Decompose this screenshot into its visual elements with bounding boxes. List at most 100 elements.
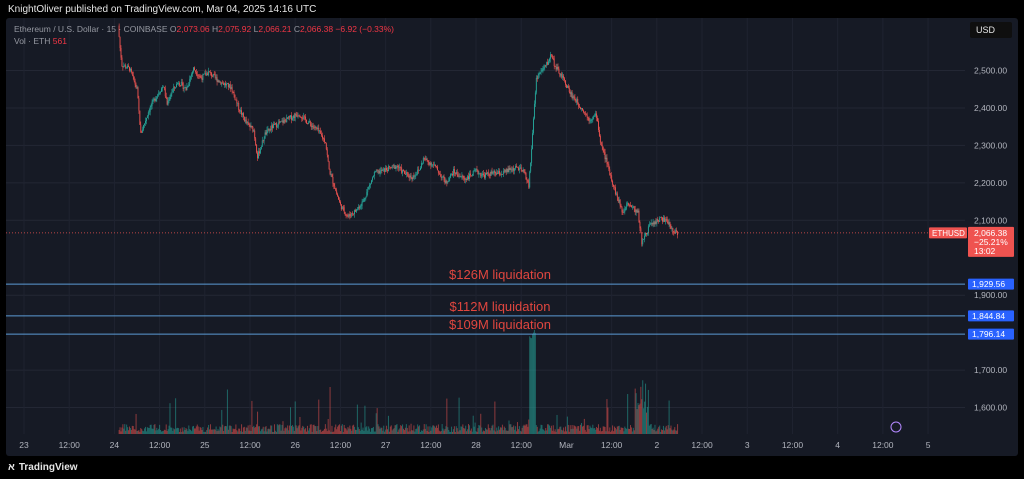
candle-body — [442, 176, 444, 177]
volume-bar — [419, 425, 421, 434]
candle-body — [564, 78, 566, 81]
volume-bar — [159, 424, 161, 434]
volume-bar — [437, 424, 439, 434]
candle-body — [623, 211, 625, 213]
volume-bar — [468, 425, 470, 434]
candle-body — [643, 239, 645, 240]
x-tick-label: 28 — [471, 440, 481, 450]
candle-body — [470, 175, 472, 177]
volume-bar — [287, 425, 289, 434]
volume-bar — [448, 429, 450, 434]
volume-bar — [461, 426, 463, 434]
y-tick-label: 2,400.00 — [974, 103, 1007, 113]
volume-bar — [536, 426, 538, 434]
candle-body — [166, 97, 168, 105]
candle-body — [491, 171, 493, 174]
candle-body — [519, 167, 521, 169]
currency-button[interactable]: USD — [970, 22, 1012, 38]
volume-bar — [365, 427, 367, 434]
candle-body — [195, 71, 197, 75]
candle-body — [579, 106, 581, 108]
volume-bar — [596, 426, 598, 434]
candle-body — [563, 75, 565, 79]
candle-body — [555, 66, 557, 70]
candle-body — [536, 77, 538, 79]
volume-bar — [279, 424, 281, 434]
candle-body — [336, 190, 338, 194]
volume-bar — [353, 424, 355, 434]
candle-body — [533, 118, 534, 134]
volume-bar — [378, 426, 380, 434]
volume-bar — [340, 425, 342, 434]
candle-body — [329, 169, 331, 175]
candle-body — [593, 115, 595, 117]
candle-body — [227, 82, 229, 88]
volume-bar — [125, 430, 127, 434]
volume-bar — [668, 400, 670, 434]
candle-body — [538, 73, 540, 76]
candle-body — [496, 172, 498, 175]
candle-body — [655, 221, 657, 224]
volume-bar — [517, 429, 519, 434]
volume-bar — [184, 430, 186, 434]
candle-body — [220, 81, 222, 85]
candle-body — [612, 180, 614, 185]
volume-bar — [283, 430, 285, 434]
candle-body — [288, 116, 290, 119]
volume-bar — [153, 424, 155, 434]
volume-bar — [364, 405, 366, 434]
candle-body — [214, 74, 216, 78]
volume-bar — [176, 428, 178, 434]
candle-body — [476, 169, 478, 170]
volume-bar — [335, 424, 337, 434]
symbol-label: Ethereum / U.S. Dollar · 15 · COINBASE — [14, 24, 168, 34]
candle-body — [432, 164, 434, 166]
volume-bar — [336, 429, 338, 434]
candle-body — [242, 113, 244, 117]
volume-bar — [200, 427, 202, 434]
candle-body — [429, 162, 431, 165]
volume-bar — [540, 424, 542, 434]
volume-bars — [118, 329, 679, 434]
candle-body — [630, 205, 632, 208]
chart-frame[interactable] — [6, 18, 1018, 456]
candle-body — [573, 96, 575, 98]
footer-brand-label: TradingView — [18, 462, 78, 473]
volume-bar — [403, 430, 405, 434]
volume-bar — [221, 409, 223, 434]
volume-bar — [498, 426, 500, 434]
candle-body — [182, 82, 184, 89]
candle-body — [285, 120, 287, 123]
candle-body — [129, 68, 131, 71]
volume-bar — [672, 430, 674, 434]
volume-bar — [220, 427, 222, 434]
volume-bar — [306, 425, 308, 434]
ohlc-legend: Ethereum / U.S. Dollar · 15 · COINBASE O… — [14, 24, 394, 34]
volume-bar — [577, 426, 579, 434]
candle-body — [284, 119, 286, 121]
candle-body — [118, 25, 120, 37]
candle-body — [419, 169, 420, 171]
candle-body — [134, 81, 136, 85]
volume-bar — [561, 429, 563, 434]
volume-bar — [392, 429, 394, 434]
volume-bar — [235, 424, 237, 434]
candle-body — [441, 176, 443, 178]
candle-body — [297, 115, 299, 117]
volume-bar — [565, 426, 567, 434]
candle-body — [425, 158, 427, 160]
candle-body — [149, 107, 151, 112]
candle-body — [529, 171, 531, 188]
volume-bar — [484, 427, 486, 434]
volume-bar — [479, 425, 481, 434]
candle-body — [487, 172, 489, 175]
volume-bar — [648, 425, 650, 434]
x-tick-label: 12:00 — [691, 440, 713, 450]
candle-body — [492, 172, 494, 174]
volume-bar — [401, 426, 403, 434]
candle-body — [392, 165, 394, 166]
candle-body — [479, 173, 481, 174]
volume-bar — [586, 425, 588, 434]
candle-body — [625, 206, 627, 209]
